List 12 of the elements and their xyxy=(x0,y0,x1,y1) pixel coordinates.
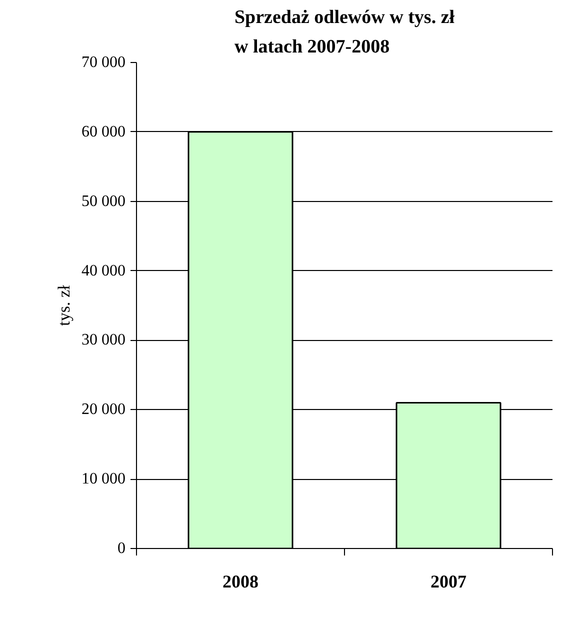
x-tick-label: 2007 xyxy=(430,572,466,592)
y-tick-label: 70 000 xyxy=(82,54,126,71)
y-tick-label: 40 000 xyxy=(82,262,126,280)
y-axis-title: tys. zł xyxy=(54,284,74,326)
y-tick-label: 20 000 xyxy=(82,401,126,418)
chart-title: Sprzedaż odlewów w tys. zł w latach 2007-2008 xyxy=(234,7,456,58)
y-tick-label: 30 000 xyxy=(82,332,126,349)
y-tick-label: 10 000 xyxy=(82,470,126,488)
x-tick-label: 2008 xyxy=(222,572,258,592)
y-tick-label: 0 xyxy=(118,540,126,557)
y-tick-label: 60 000 xyxy=(82,123,126,140)
y-tick-label: 50 000 xyxy=(82,192,126,210)
